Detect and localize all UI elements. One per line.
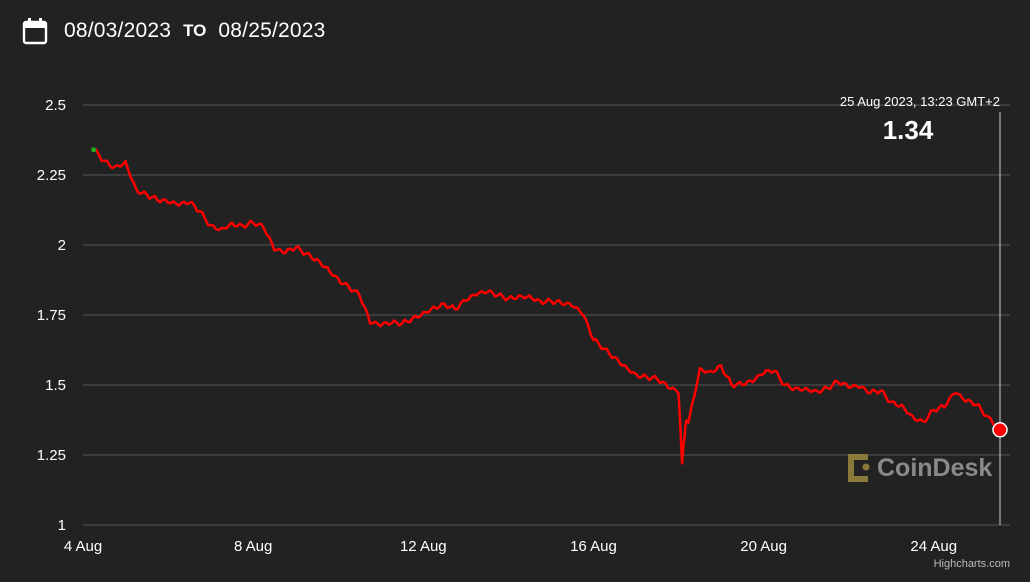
grid-lines [83,104,1010,526]
y-tick-label: 1 [58,517,66,534]
watermark-text: CoinDesk [877,454,992,482]
y-tick-label: 1.25 [37,447,66,464]
y-tick-label: 2.5 [45,97,66,114]
y-tick-label: 2 [58,237,66,254]
x-tick-label: 16 Aug [570,538,617,555]
to-label: TO [183,21,207,40]
y-tick-label: 2.25 [37,167,66,184]
tooltip-value: 1.34 [883,115,934,145]
start-date[interactable]: 08/03/2023 [64,19,172,42]
watermark: CoinDesk [848,454,992,482]
x-tick-label: 20 Aug [740,538,787,555]
highcharts-credits[interactable]: Highcharts.com [934,558,1010,570]
x-tick-label: 12 Aug [400,538,447,555]
y-axis-labels: 1 1.25 1.5 1.75 2 2.25 2.5 [37,97,66,534]
y-tick-label: 1.75 [37,307,66,324]
tooltip-date: 25 Aug 2023, 13:23 GMT+2 [840,94,1000,109]
start-point-marker [91,147,97,153]
y-tick-label: 1.5 [45,377,66,394]
x-tick-label: 4 Aug [64,538,102,555]
end-date[interactable]: 08/25/2023 [218,19,326,42]
date-range: 08/03/2023 TO 08/25/2023 [22,14,326,48]
calendar-icon[interactable] [22,17,48,45]
x-tick-label: 24 Aug [910,538,957,555]
current-point-marker[interactable] [992,422,1008,438]
x-axis-labels: 4 Aug 8 Aug 12 Aug 16 Aug 20 Aug 24 Aug [64,538,957,555]
coindesk-logo-icon [848,454,870,482]
x-tick-label: 8 Aug [234,538,272,555]
series-line [93,148,1001,465]
